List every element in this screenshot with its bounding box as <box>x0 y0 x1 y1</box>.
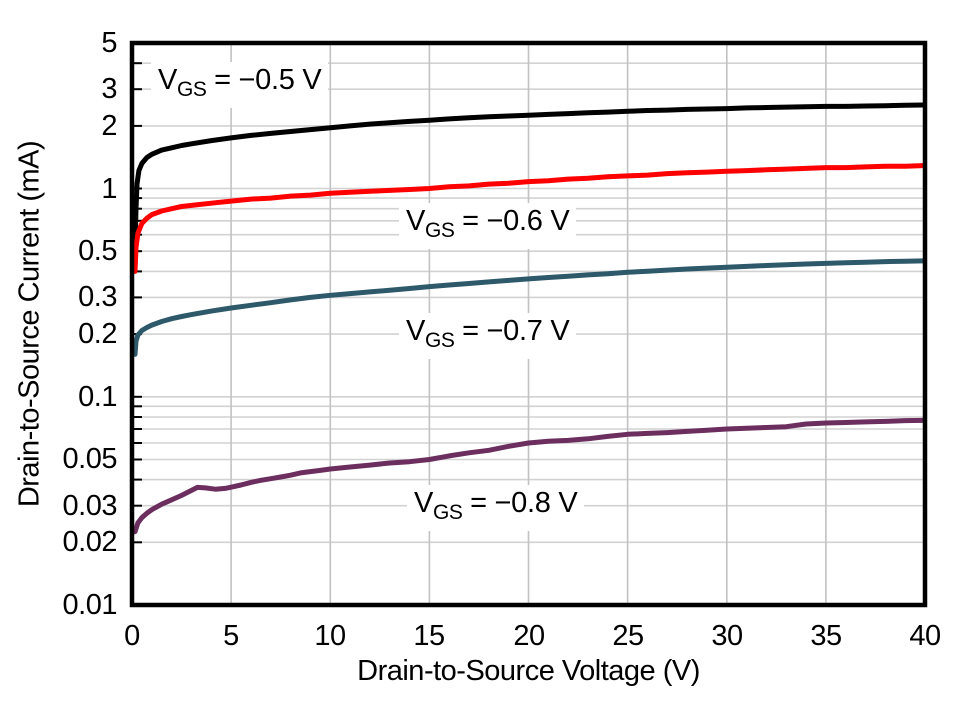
plot-border <box>129 40 928 608</box>
curve-label-vgs-neg-0-5: VGS = −0.5 V <box>151 62 329 108</box>
x-tick-label: 25 <box>612 620 644 652</box>
curve-label-subscript: GS <box>425 329 455 352</box>
y-tick-label: 0.05 <box>62 443 118 475</box>
curve-vgs-neg-0-7 <box>134 258 923 357</box>
curve-vgs-neg-0-8 <box>134 417 923 535</box>
curve-label-value: = −0.8 V <box>462 487 578 519</box>
curve-label-prefix: V <box>158 64 178 96</box>
curve-label-vgs-neg-0-6: VGS = −0.6 V <box>399 203 577 249</box>
y-tick-label: 3 <box>101 73 117 105</box>
y-tick-label: 0.5 <box>78 235 117 267</box>
curve-label-prefix: V <box>406 315 426 347</box>
curve-label-value: = −0.7 V <box>454 315 570 347</box>
curve-label-value: = −0.5 V <box>206 64 322 96</box>
y-tick-label: 1 <box>101 173 117 205</box>
y-tick-label: 0.2 <box>78 318 117 350</box>
curve-label-vgs-neg-0-7: VGS = −0.7 V <box>399 313 577 359</box>
curve-label-vgs-neg-0-8: VGS = −0.8 V <box>407 485 585 531</box>
curve-label-subscript: GS <box>433 501 463 524</box>
x-tick-label: 35 <box>810 620 842 652</box>
x-tick-label: 20 <box>513 620 545 652</box>
x-tick-label: 30 <box>711 620 743 652</box>
curve-label-prefix: V <box>414 487 434 519</box>
x-tick-label: 40 <box>909 620 941 652</box>
x-tick-label: 10 <box>314 620 346 652</box>
x-tick-label: 5 <box>223 620 239 652</box>
curve-label-subscript: GS <box>177 78 207 101</box>
curve-vgs-neg-0-5 <box>134 102 923 254</box>
curve-label-subscript: GS <box>425 219 455 242</box>
curve-vgs-neg-0-6 <box>134 163 923 274</box>
x-tick-label: 15 <box>413 620 445 652</box>
y-tick-label: 0.01 <box>62 589 118 621</box>
y-tick-label: 0.1 <box>78 381 117 413</box>
y-tick-label: 2 <box>101 110 117 142</box>
y-tick-label: 5 <box>101 27 117 59</box>
y-tick-label: 0.3 <box>78 281 117 313</box>
curve-label-value: = −0.6 V <box>454 205 570 237</box>
x-axis-title: Drain-to-Source Voltage (V) <box>357 655 700 687</box>
y-tick-label: 0.02 <box>62 526 118 558</box>
x-tick-label: 0 <box>124 620 140 652</box>
y-tick-label: 0.03 <box>62 490 118 522</box>
curve-label-prefix: V <box>406 205 426 237</box>
